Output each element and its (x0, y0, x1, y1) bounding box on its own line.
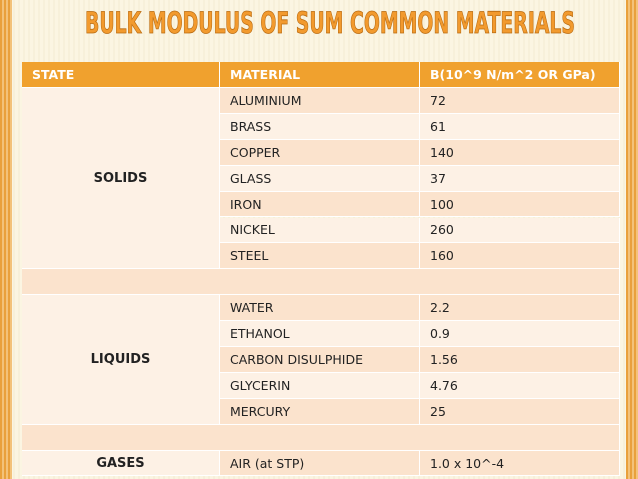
material-cell: IRON (220, 191, 420, 218)
material-cell: AIR (at STP) (220, 450, 420, 477)
slide-title: BULK MODULUS OF SUM COMMON MATERIALS (85, 6, 575, 40)
value-cell: 0.9 (420, 321, 620, 347)
value-cell: 2.2 (420, 295, 620, 322)
material-cell: GLYCERIN (220, 372, 420, 399)
value-cell: 260 (420, 217, 620, 244)
spacer-row (22, 424, 620, 451)
spacer-row (22, 269, 620, 296)
value-cell: 61 (420, 113, 620, 140)
material-cell: ETHANOL (220, 321, 420, 347)
value-cell: 100 (420, 191, 620, 218)
material-cell: ALUMINIUM (220, 88, 420, 114)
material-cell: STEEL (220, 243, 420, 270)
value-cell: 1.56 (420, 347, 620, 373)
value-cell: 140 (420, 139, 620, 166)
value-cell: 160 (420, 243, 620, 270)
value-cell: 37 (420, 165, 620, 192)
title-area: BULK MODULUS OF SUM COMMON MATERIALS (85, 6, 576, 41)
state-cell: LIQUIDS (22, 295, 220, 425)
left-border (0, 0, 12, 479)
material-cell: NICKEL (220, 217, 420, 244)
value-cell: 1.0 x 10^-4 (420, 450, 620, 477)
material-cell: WATER (220, 295, 420, 322)
material-cell: CARBON DISULPHIDE (220, 347, 420, 373)
column-header: MATERIAL (220, 62, 420, 88)
value-cell: 4.76 (420, 372, 620, 399)
value-cell: 72 (420, 88, 620, 114)
column-header: STATE (22, 62, 220, 88)
material-cell: MERCURY (220, 398, 420, 425)
value-cell: 25 (420, 398, 620, 425)
state-cell: GASES (22, 450, 220, 477)
state-cell: SOLIDS (22, 88, 220, 270)
column-header: B(10^9 N/m^2 OR GPa) (420, 62, 620, 88)
material-cell: COPPER (220, 139, 420, 166)
material-cell: BRASS (220, 113, 420, 140)
material-cell: GLASS (220, 165, 420, 192)
right-border (626, 0, 638, 479)
